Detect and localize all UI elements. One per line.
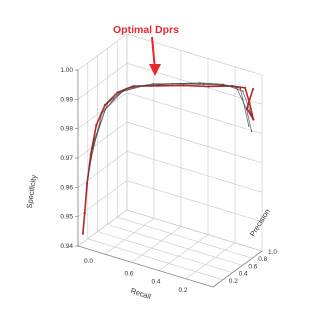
annotation-label: Optimal Dprs [113,24,179,36]
z-axis-title: Specificity [25,174,39,209]
series-point [182,84,185,87]
series-point [138,85,140,87]
series-point [248,125,250,127]
gridline-back-wall-horizontal [126,151,263,193]
gridline-floor-recall [131,226,182,263]
y-tick-label: 0.8 [258,256,267,263]
series-point [252,118,255,121]
series-point [132,85,135,88]
chart-annotation: Optimal Dprs [113,24,179,76]
y-axis-title: Precision [248,207,272,238]
series-point [157,84,160,87]
series-point [243,86,247,89]
series-point [245,108,248,110]
series-point [191,82,193,85]
gridline-left-wall-horizontal [77,121,128,159]
chart-labels: 1.000.990.980.970.960.950.940.00.60.40.2… [25,67,278,301]
chart-curves [81,82,255,235]
y-axis-line [212,250,263,288]
series-point [250,113,252,115]
gridline-floor-precision [117,216,253,259]
chart-gridlines [77,33,263,288]
z-tick-label: 0.98 [60,126,73,133]
z-tick-label: 0.94 [60,243,73,250]
gridline-left-wall-horizontal [77,180,128,217]
annotation-arrowhead [149,64,161,76]
series-point [103,104,107,107]
series-point [242,90,244,92]
series-point [239,87,242,90]
series-point [216,83,219,85]
series-point [95,123,98,127]
series-point [81,232,84,235]
series-point [88,164,91,167]
gridline-back-wall-horizontal [126,33,263,76]
series-point [101,112,103,115]
x-tick-label: 0.2 [178,287,187,294]
series-point [86,182,88,185]
series-line [89,82,252,166]
x-tick-label: 0.6 [124,270,133,277]
gridline-floor-recall [158,234,209,271]
y-tick-label: 0.4 [239,271,248,278]
series-point [93,138,96,141]
z-tick-label: 0.95 [60,214,73,221]
gridline-floor-precision [107,224,243,266]
series-point [89,153,92,156]
x-tick-label: 0.0 [84,258,93,265]
gridline-floor-recall [77,209,128,247]
gridline-floor-recall [185,242,236,280]
gridline-left-wall-horizontal [77,151,128,188]
series-point [251,88,255,91]
series-point [116,91,119,94]
series-point [91,147,94,150]
y-tick-label: 1.0 [268,249,277,256]
series-point [83,212,86,215]
gridline-back-wall-horizontal [126,92,263,134]
gridline-back-wall-horizontal [126,121,263,164]
series-point [207,85,210,88]
z-tick-label: 0.99 [60,96,73,103]
z-tick-label: 0.97 [60,155,73,162]
series-point [152,83,155,85]
gridline-floor-precision [87,238,223,281]
y-tick-label: 0.2 [229,278,238,285]
series-line [92,82,250,149]
gridline-left-wall-horizontal [77,63,128,100]
x-tick-label: 0.4 [151,279,160,286]
series-point [106,102,109,104]
x-axis-line [77,245,214,288]
gridline-floor-precision [97,231,233,273]
z-tick-label: 1.00 [60,67,73,74]
gridline-back-wall-horizontal [126,180,263,222]
series-point [165,83,167,85]
z-tick-label: 0.96 [60,184,73,191]
series-point [235,86,237,88]
gridline-floor-precision [126,209,263,252]
series-point [248,101,251,104]
gridline-floor-recall [104,217,155,255]
chart-axes [75,69,263,288]
gridline-left-wall-horizontal [77,33,128,71]
y-tick-label: 0.6 [248,263,257,270]
series-point [250,130,253,132]
series-point [118,92,120,94]
x-axis-title: Recall [129,286,152,301]
series-point [125,87,128,90]
